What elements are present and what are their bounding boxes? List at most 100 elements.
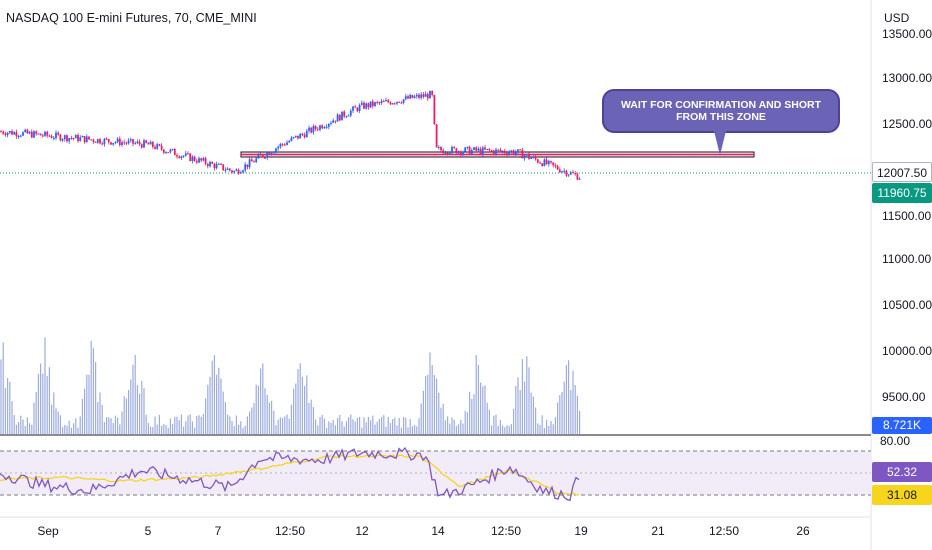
candle-body	[499, 149, 502, 152]
candle-body	[158, 144, 161, 146]
candle-body	[85, 136, 88, 143]
candle-body	[222, 164, 225, 171]
volume-bar	[218, 367, 220, 434]
candle-body	[189, 153, 192, 162]
candle-body	[237, 169, 240, 174]
volume-bar	[363, 417, 365, 434]
price-tick-label: 11500.00	[882, 209, 932, 223]
candle-body	[107, 139, 110, 143]
volume-bar	[332, 419, 334, 434]
candle-body	[418, 94, 420, 98]
volume-bar	[31, 424, 33, 434]
candle-body	[517, 149, 519, 153]
volume-bar	[167, 427, 169, 434]
volume-bar	[205, 398, 207, 434]
volume-bar	[42, 373, 44, 434]
volume-bar	[530, 392, 532, 434]
candle-body	[46, 131, 49, 136]
time-tick-label: 21	[651, 524, 665, 538]
candle-body	[162, 149, 165, 153]
volume-bar	[20, 415, 22, 434]
candle-body	[96, 139, 99, 143]
volume-bar	[9, 381, 11, 434]
candle-body	[123, 142, 126, 144]
volume-bar	[165, 425, 167, 434]
candle-body	[565, 170, 568, 176]
volume-bar	[92, 348, 94, 434]
volume-bar	[290, 404, 292, 434]
candle-body	[310, 127, 313, 133]
candle-body	[446, 152, 449, 154]
volume-bar	[136, 385, 138, 434]
candle-body	[519, 149, 522, 151]
volume-bar	[99, 392, 101, 434]
volume-bar	[370, 420, 372, 434]
candle-body	[442, 150, 445, 154]
candle-body	[55, 132, 57, 138]
volume-bar	[508, 425, 510, 434]
candle-body	[83, 136, 86, 143]
volume-bar	[374, 424, 376, 434]
candle-body	[68, 137, 71, 142]
symbol-title[interactable]: NASDAQ 100 E-mini Futures, 70, CME_MINI	[6, 11, 257, 25]
volume-bar	[352, 419, 354, 434]
candle-body	[209, 162, 211, 167]
volume-bar	[295, 383, 297, 434]
volume-bar	[246, 416, 248, 434]
volume-bar	[510, 424, 512, 434]
volume-bar	[559, 395, 561, 434]
volume-bar	[33, 402, 35, 434]
candle-body	[358, 104, 361, 111]
candle-body	[486, 148, 489, 150]
candle-body	[561, 171, 563, 173]
candle-body	[215, 164, 218, 169]
candle-body	[213, 163, 216, 169]
candle-body	[444, 152, 447, 154]
volume-bar	[110, 418, 112, 434]
candle-body	[15, 132, 18, 137]
rsi-line	[0, 446, 580, 502]
candle-body	[35, 131, 38, 134]
volume-bar	[565, 365, 567, 434]
candle-body	[569, 172, 572, 175]
candle-body	[308, 127, 310, 131]
candle-body	[182, 155, 185, 157]
annotation-callout[interactable]: WAIT FOR CONFIRMATION AND SHORT FROM THI…	[602, 89, 840, 133]
volume-bar	[264, 388, 266, 434]
volume-bar	[253, 402, 255, 434]
volume-bar	[570, 390, 572, 434]
candle-body	[81, 136, 84, 138]
volume-bar	[563, 381, 565, 434]
candle-body	[374, 102, 376, 107]
volume-bar	[334, 425, 336, 434]
candle-body	[149, 141, 152, 145]
candle-body	[151, 141, 154, 147]
candle-body	[171, 149, 174, 151]
candle-body	[63, 135, 66, 140]
candle-body	[253, 161, 255, 163]
volume-bar	[79, 416, 81, 434]
volume-bar	[557, 402, 559, 434]
candle-body	[165, 152, 167, 154]
price-tick-label: 9500.00	[882, 390, 926, 404]
volume-bar	[227, 414, 229, 434]
volume-bar	[4, 388, 6, 434]
volume-bar	[242, 427, 244, 434]
volume-bar	[229, 416, 231, 434]
candle-body	[233, 170, 236, 173]
volume-bar	[128, 389, 130, 434]
volume-bar	[449, 423, 451, 434]
candle-body	[248, 159, 251, 168]
candle-body	[501, 150, 504, 152]
time-tick-label: 12	[355, 524, 369, 538]
candle-body	[437, 147, 440, 149]
candle-body	[411, 94, 414, 98]
volume-bar	[123, 396, 125, 434]
candle-body	[167, 152, 170, 154]
volume-bar	[411, 426, 413, 434]
volume-bar	[268, 402, 270, 434]
volume-bar	[209, 376, 211, 434]
volume-bar	[345, 421, 347, 434]
candle-body	[576, 174, 579, 180]
